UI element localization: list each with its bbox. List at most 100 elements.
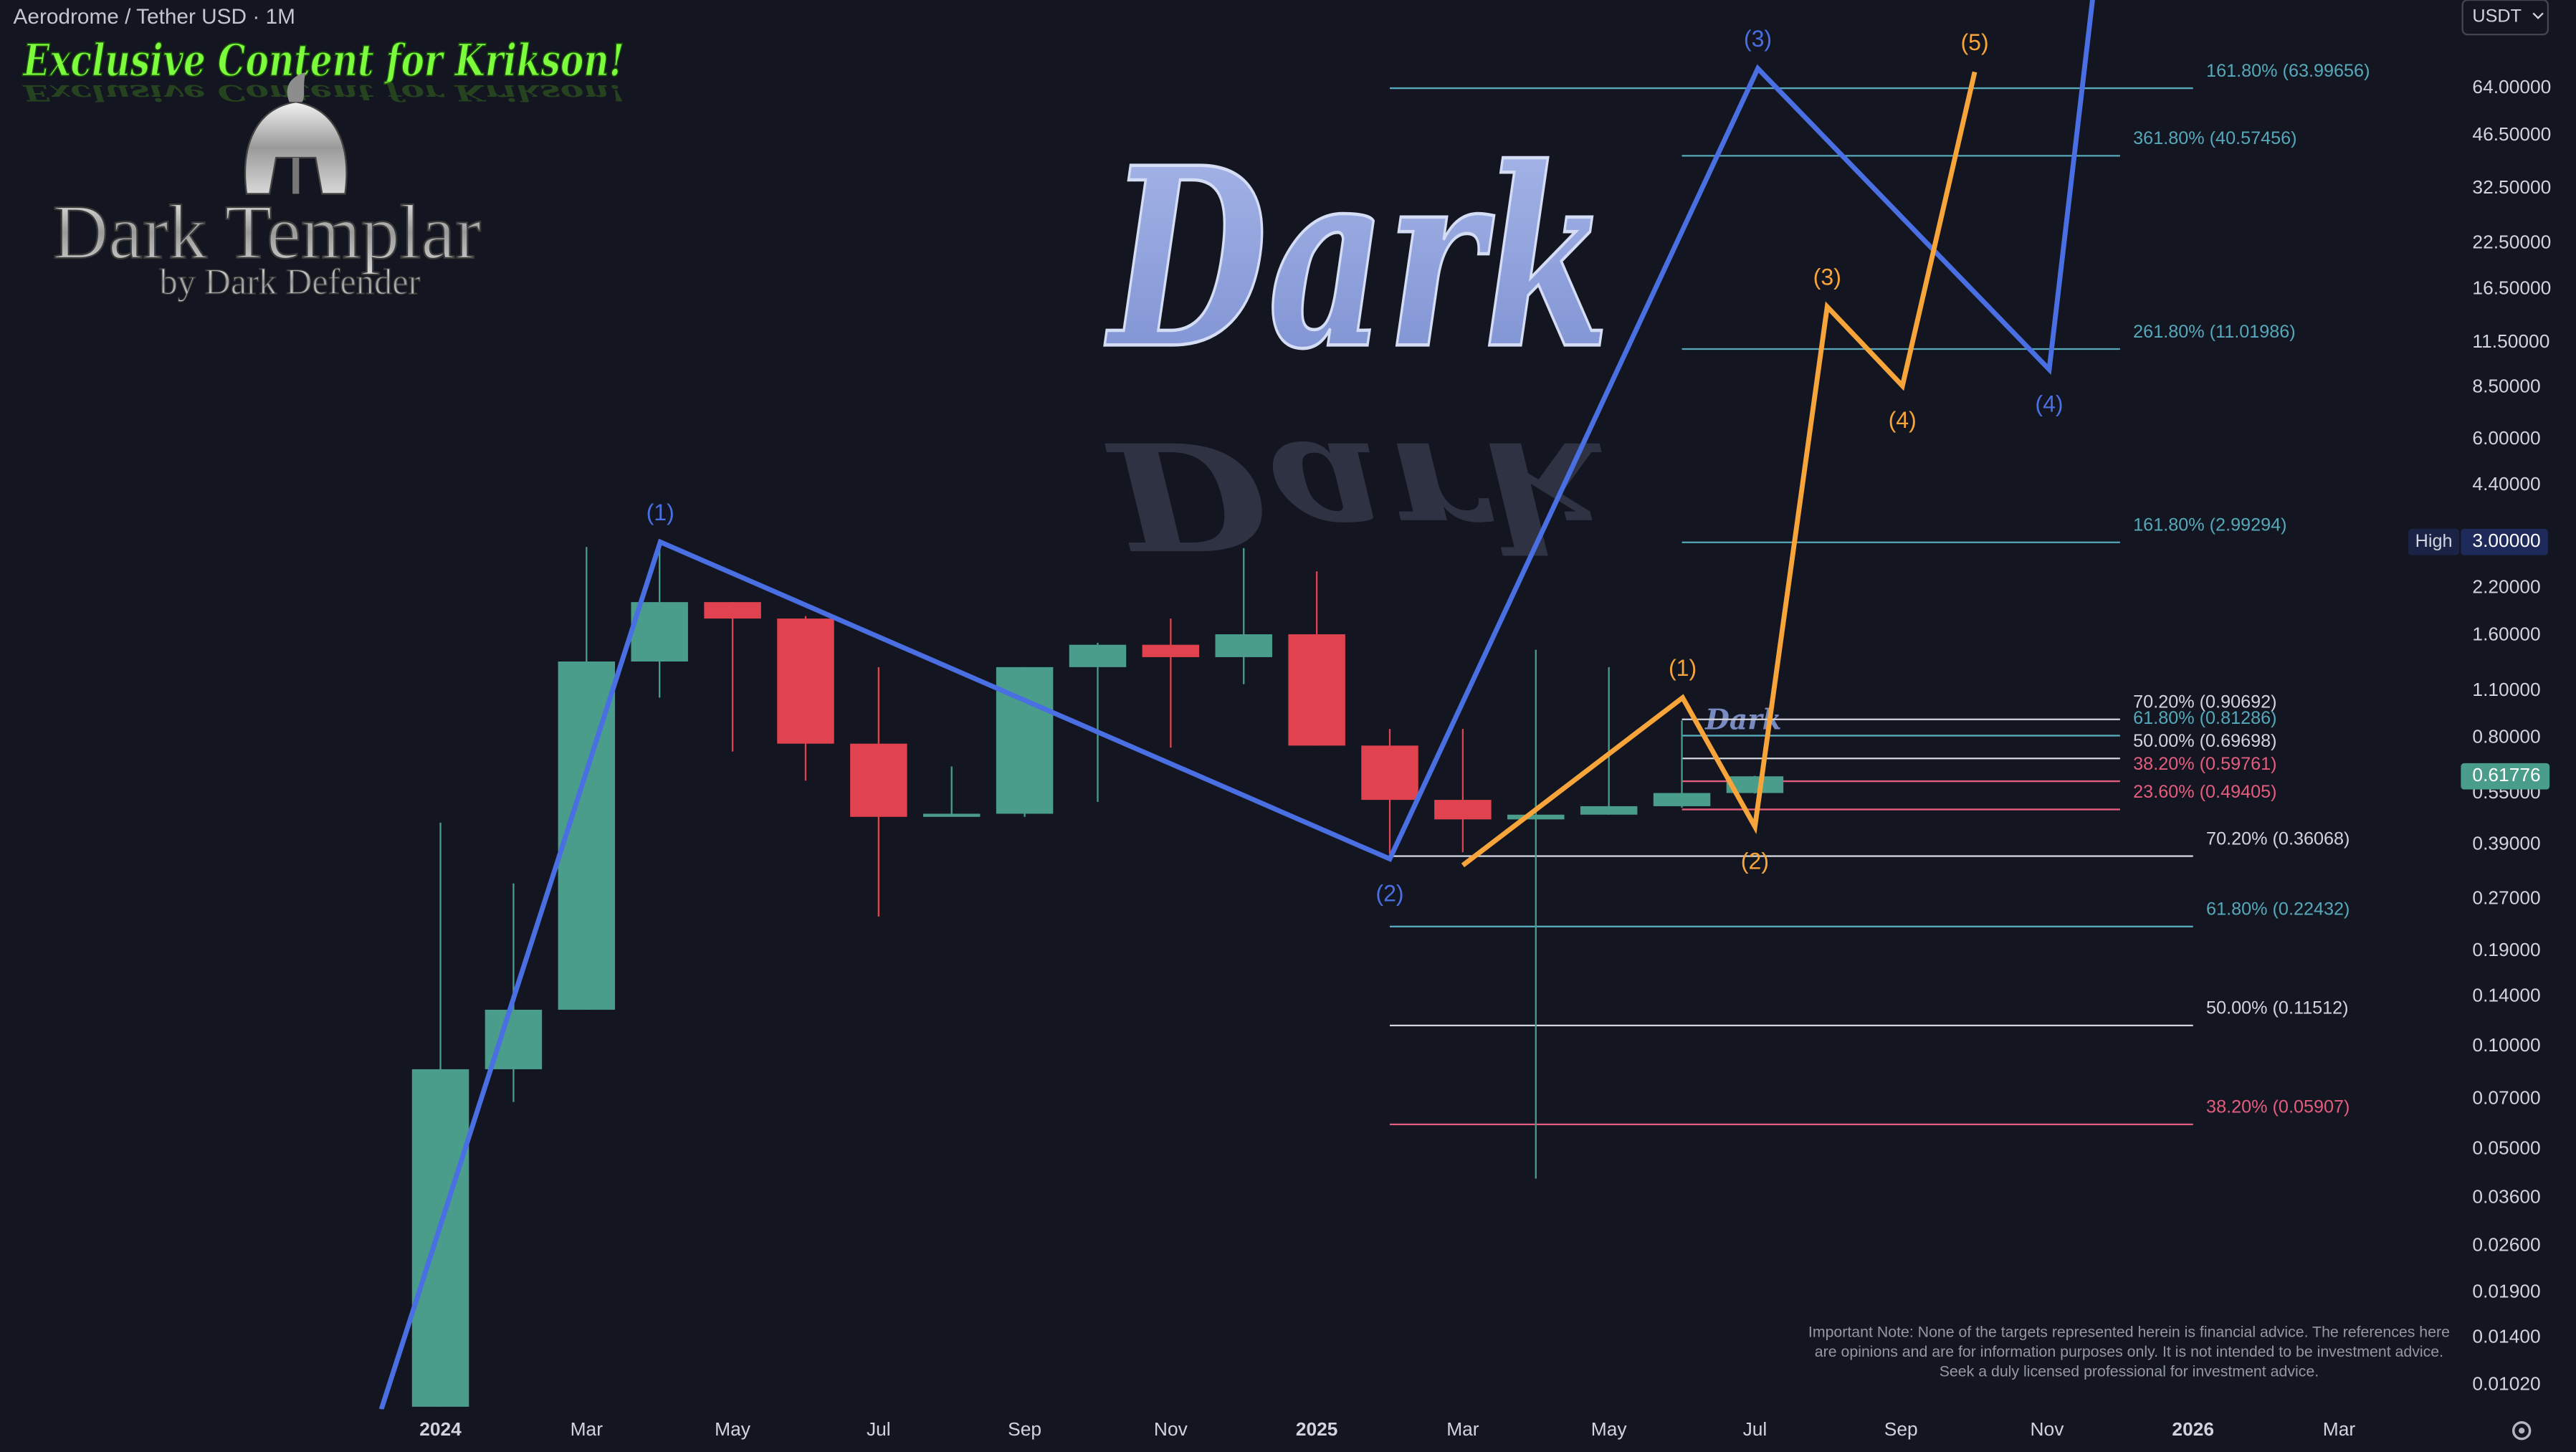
logo-subtitle: by Dark Defender (159, 262, 420, 302)
candle-body (1653, 793, 1711, 806)
settings-icon[interactable] (2512, 1421, 2532, 1441)
wave-label: (1) (647, 500, 674, 525)
y-tick-label: 0.01900 (2472, 1281, 2540, 1302)
banner: Exclusive Content for Krikson! (22, 34, 624, 86)
candle-body (1434, 800, 1492, 820)
candle-body (1361, 745, 1418, 801)
currency-box[interactable] (2461, 0, 2549, 36)
candle-body (1726, 776, 1784, 793)
x-tick-label: Nov (2031, 1418, 2065, 1440)
y-tick-label: 0.80000 (2472, 726, 2540, 748)
fib-label: 23.60% (0.49405) (2133, 782, 2276, 802)
candle-body (1580, 806, 1638, 815)
disclaimer-box: Important Note: None of the targets repr… (1808, 1324, 2450, 1379)
y-tick-label: 64.00000 (2472, 76, 2551, 97)
gear-center[interactable] (2519, 1428, 2525, 1434)
high-tag (2461, 528, 2548, 555)
candle-body (411, 1069, 469, 1407)
currency-label[interactable]: USDT (2472, 6, 2522, 27)
high-tag-label: High (2415, 531, 2453, 551)
high-tag-bg (2408, 528, 2460, 555)
fib-label: 261.80% (11.01986) (2133, 322, 2296, 342)
x-tick-label: 2024 (419, 1418, 462, 1440)
y-tick-label: 0.01020 (2472, 1372, 2540, 1394)
fib-label: 38.20% (0.59761) (2133, 754, 2276, 774)
wave-label: (4) (1889, 407, 1917, 433)
wave-line (1461, 71, 1978, 868)
x-tick-label: Mar (1446, 1418, 1479, 1440)
helmet-icon (244, 72, 348, 195)
currency-selector[interactable]: USDT (2461, 0, 2549, 36)
price-tag (2461, 763, 2550, 790)
x-tick-label: May (715, 1418, 751, 1440)
logo-title: Dark Templar (53, 190, 482, 275)
price-tag-value: 0.61776 (2472, 764, 2540, 785)
fib-label: 161.80% (2.99294) (2133, 515, 2286, 535)
candle-body (631, 602, 688, 662)
wave-label: (1) (1669, 655, 1697, 681)
fib-label: 70.20% (0.90692) (2133, 692, 2276, 712)
high-tag-value: 3.00000 (2472, 530, 2540, 551)
y-tick-label: 0.05000 (2472, 1137, 2540, 1158)
watermark-reflection: Dark (1103, 409, 1610, 582)
y-tick-label: 16.50000 (2472, 277, 2551, 298)
candle-body (1142, 644, 1200, 657)
y-tick-label: 0.03600 (2472, 1185, 2540, 1207)
y-tick-label: 0.39000 (2472, 832, 2540, 854)
plot: 161.80% (63.99656) 361.80% (40.57456) 261.… (378, 0, 2370, 1410)
y-tick-label: 0.27000 (2472, 887, 2540, 908)
y-tick-label: 4.40000 (2472, 473, 2540, 495)
wave-label: (5) (1960, 29, 1988, 55)
y-tick-label: 0.01400 (2472, 1326, 2540, 1347)
x-tick-label: May (1591, 1418, 1628, 1440)
wave-label: (2) (1741, 848, 1769, 874)
y-tick-label: 2.20000 (2472, 575, 2540, 597)
fib-label: 361.80% (40.57456) (2133, 128, 2296, 148)
y-tick-label: 1.60000 (2472, 623, 2540, 644)
wave-label: (4) (2035, 391, 2063, 416)
y-tick-label: 0.14000 (2472, 984, 2540, 1006)
banner-reflection: Exclusive Content for Krikson! (22, 80, 624, 107)
x-tick-label: Sep (1008, 1418, 1041, 1440)
candle-body (704, 602, 761, 619)
y-tick-label: 22.50000 (2472, 231, 2551, 252)
chevron[interactable] (2532, 12, 2544, 19)
wave-label: (3) (1744, 26, 1772, 52)
wave-label: (3) (1813, 264, 1841, 290)
y-tick-label: 1.10000 (2472, 679, 2540, 700)
fib-label: 50.00% (0.11512) (2206, 998, 2349, 1018)
y-tick-label: 6.00000 (2472, 427, 2540, 449)
x-tick-label: 2025 (1296, 1418, 1338, 1440)
y-tick-label: 0.10000 (2472, 1034, 2540, 1056)
candle-body (1069, 644, 1127, 667)
gear[interactable] (2512, 1421, 2532, 1441)
chart-title: Aerodrome / Tether USD · 1M (14, 5, 295, 29)
x-tick-label: Nov (1154, 1418, 1188, 1440)
y-tick-label: 32.50000 (2472, 176, 2551, 198)
x-tick-label: 2026 (2172, 1418, 2214, 1440)
candle-body (777, 618, 834, 744)
watermark: Dark (1103, 114, 1610, 403)
wave-label: (2) (1375, 880, 1403, 906)
y-tick-label: 8.50000 (2472, 376, 2540, 397)
candle-body (1507, 814, 1565, 820)
candle-body (850, 743, 907, 817)
y-tick-label: 11.50000 (2472, 330, 2549, 352)
fib-label: 70.20% (0.36068) (2206, 828, 2350, 849)
fib-label: 161.80% (63.99656) (2206, 61, 2370, 81)
fib-label: 38.20% (0.05907) (2206, 1097, 2350, 1117)
x-tick-label: Jul (867, 1418, 891, 1440)
y-tick-label: 0.07000 (2472, 1087, 2540, 1109)
fib-label: 50.00% (0.69698) (2133, 731, 2276, 751)
fib-label: 61.80% (0.81286) (2133, 708, 2276, 728)
x-tick-label: Mar (2323, 1418, 2356, 1440)
x-tick-label: Mar (571, 1418, 604, 1440)
branding: Dark Dark Dark Exclusive Content for Kri… (22, 34, 1782, 737)
y-tick-label: 0.02600 (2472, 1234, 2540, 1256)
y-tick-label: 46.50000 (2472, 123, 2551, 145)
fib-label: 61.80% (0.22432) (2206, 899, 2350, 920)
x-tick-label: Sep (1884, 1418, 1918, 1440)
y-tick-label: 0.19000 (2472, 939, 2540, 960)
